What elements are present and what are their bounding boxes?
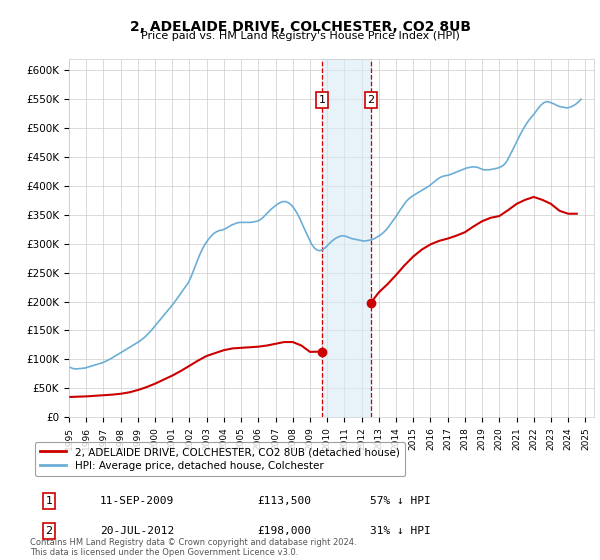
Text: £113,500: £113,500 [257, 496, 311, 506]
Text: 1: 1 [46, 496, 52, 506]
Bar [322, 59, 371, 417]
Text: 2, ADELAIDE DRIVE, COLCHESTER, CO2 8UB: 2, ADELAIDE DRIVE, COLCHESTER, CO2 8UB [130, 20, 470, 34]
Text: Price paid vs. HM Land Registry's House Price Index (HPI): Price paid vs. HM Land Registry's House … [140, 31, 460, 41]
Text: 2: 2 [46, 526, 52, 536]
Text: 31% ↓ HPI: 31% ↓ HPI [370, 526, 431, 536]
Text: £198,000: £198,000 [257, 526, 311, 536]
Text: 57% ↓ HPI: 57% ↓ HPI [370, 496, 431, 506]
Text: 11-SEP-2009: 11-SEP-2009 [100, 496, 175, 506]
Legend: 2, ADELAIDE DRIVE, COLCHESTER, CO2 8UB (detached house), HPI: Average price, det: 2, ADELAIDE DRIVE, COLCHESTER, CO2 8UB (… [35, 442, 405, 477]
Text: 1: 1 [319, 95, 325, 105]
Text: 2: 2 [367, 95, 374, 105]
Text: Contains HM Land Registry data © Crown copyright and database right 2024.
This d: Contains HM Land Registry data © Crown c… [30, 538, 356, 557]
Text: 20-JUL-2012: 20-JUL-2012 [100, 526, 175, 536]
